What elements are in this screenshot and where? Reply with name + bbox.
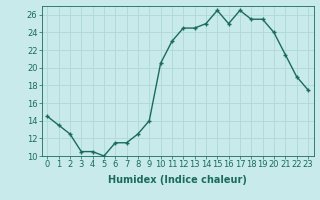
X-axis label: Humidex (Indice chaleur): Humidex (Indice chaleur) (108, 175, 247, 185)
